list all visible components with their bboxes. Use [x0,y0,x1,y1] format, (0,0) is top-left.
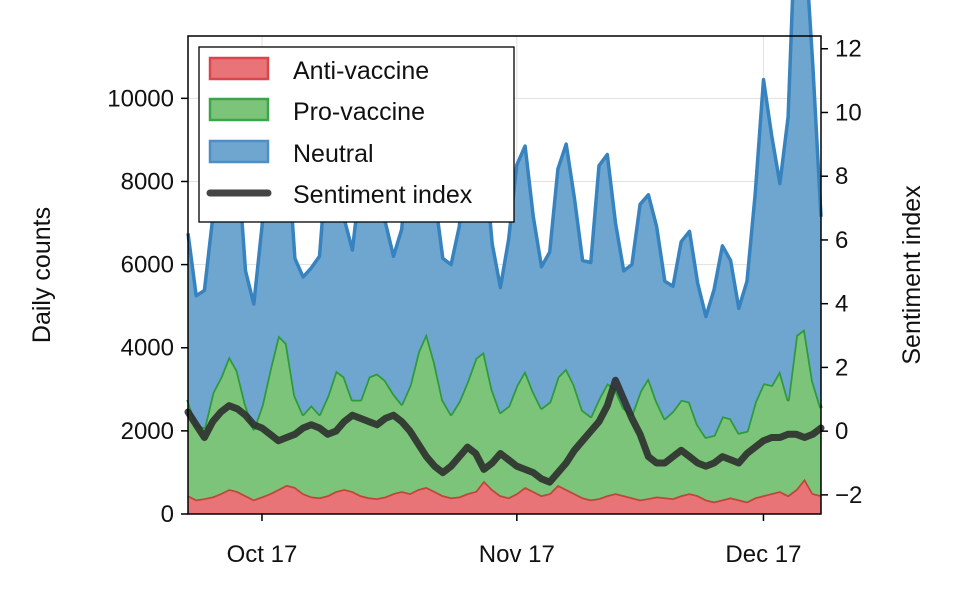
right-tick-label: 10 [835,99,862,126]
right-tick-label: 2 [835,354,848,381]
legend-swatch-pro-vaccine [208,97,270,122]
neutral-area [188,0,821,438]
right-tick-label: 12 [835,36,862,63]
right-tick-label: 4 [835,291,848,318]
x-tick-label: Nov 17 [479,541,555,568]
legend-label-sentiment-index: Sentiment index [293,181,473,209]
legend-label-neutral: Neutral [293,140,374,168]
right-tick-label: 8 [835,163,848,190]
x-tick-label: Oct 17 [227,541,298,568]
right-tick-label: 0 [835,418,848,445]
legend-label-anti-vaccine: Anti-vaccine [293,57,429,85]
legend-entry-pro-vaccine: Pro-vaccine [208,97,425,126]
plot-frame [187,35,822,515]
right-tick-label: −2 [835,482,862,509]
left-tick-label: 0 [161,501,174,528]
left-tick-label: 8000 [121,168,174,195]
legend-swatch-anti-vaccine [208,56,270,81]
neutral-edge [186,0,823,319]
pro-vaccine-area [188,329,821,502]
legend-entry-neutral: Neutral [208,139,374,168]
left-tick-label: 10000 [107,85,174,112]
legend-entry-sentiment-index: Sentiment index [206,181,473,209]
sentiment-index-line [184,376,825,486]
series-area [184,0,825,514]
legend: Anti-vaccine Pro-vaccine Neutral Sentime… [198,46,515,223]
plot-border [187,35,822,515]
legend-label-pro-vaccine: Pro-vaccine [293,98,425,126]
left-y-axis: 0 2000 4000 6000 8000 10000 [107,85,188,528]
right-y-axis: −2 0 2 4 6 8 10 12 [821,36,862,509]
left-axis-title: Daily counts [28,207,56,343]
legend-entry-anti-vaccine: Anti-vaccine [208,56,429,85]
left-tick-label: 2000 [121,418,174,445]
right-tick-label: 6 [835,227,848,254]
legend-swatch-neutral [208,139,270,164]
x-tick-label: Dec 17 [725,541,801,568]
x-axis: Oct 17 Nov 17 Dec 17 [227,514,801,568]
right-axis-title: Sentiment index [898,185,926,365]
left-tick-label: 6000 [121,252,174,279]
left-tick-label: 4000 [121,335,174,362]
